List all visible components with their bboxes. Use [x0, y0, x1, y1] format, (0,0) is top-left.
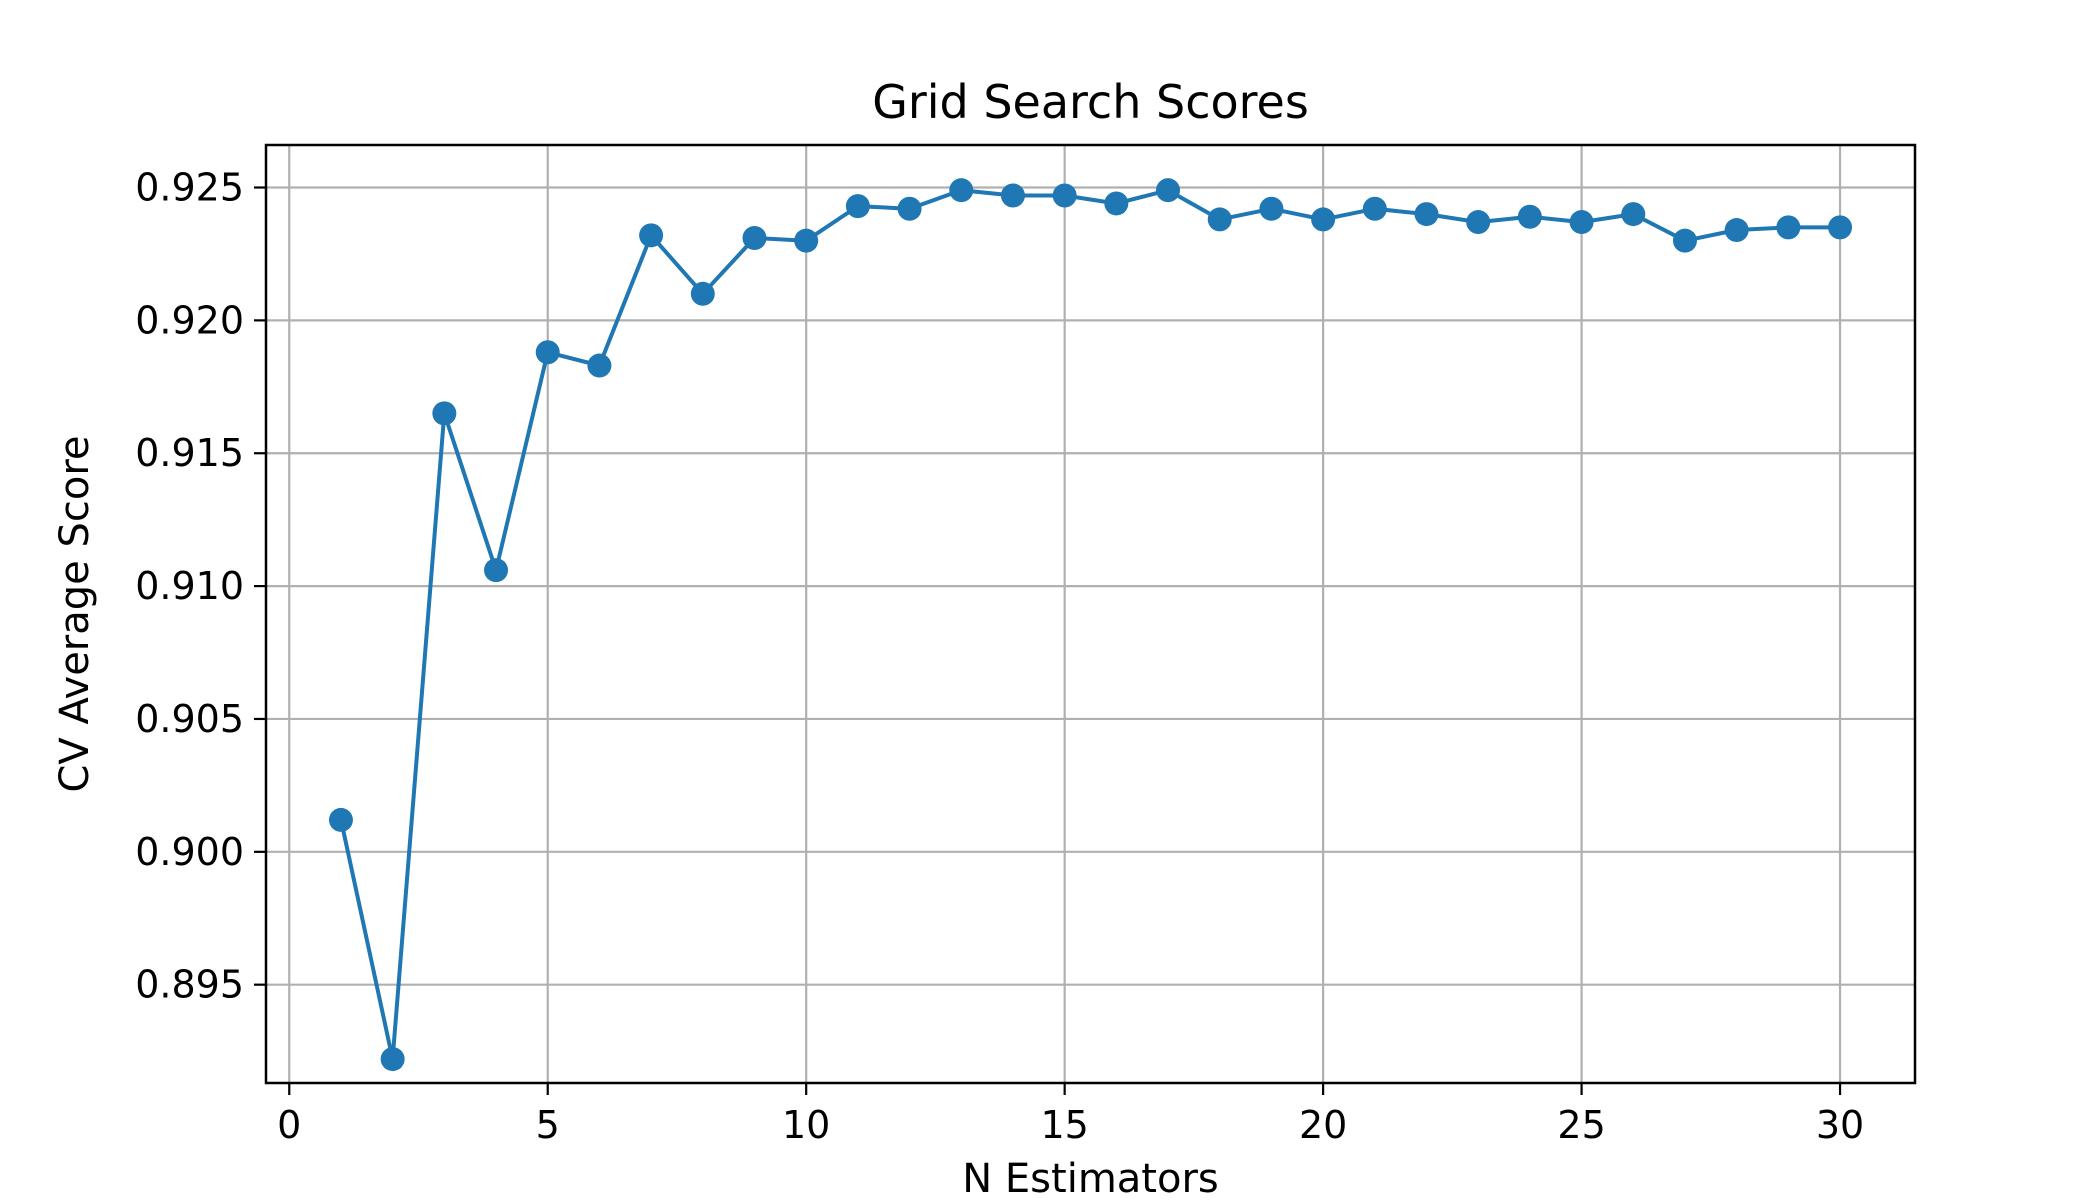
data-point	[1311, 207, 1336, 232]
grid-lines	[266, 145, 1915, 1083]
x-tick-label: 10	[782, 1103, 830, 1147]
y-tick-label: 0.900	[135, 830, 244, 874]
data-point	[380, 1047, 405, 1072]
x-tick-label: 20	[1299, 1103, 1347, 1147]
y-axis-label: CV Average Score	[52, 435, 98, 792]
data-point	[535, 340, 560, 365]
y-tick-label: 0.905	[135, 697, 244, 741]
x-tick-label: 0	[277, 1103, 301, 1147]
data-point	[1776, 215, 1801, 240]
data-point	[897, 196, 922, 221]
x-tick-label: 15	[1040, 1103, 1088, 1147]
data-point	[432, 401, 457, 426]
data-point	[587, 353, 612, 378]
y-tick-label: 0.920	[135, 298, 244, 342]
data-point	[1156, 178, 1181, 203]
data-point	[742, 226, 767, 251]
data-point	[1672, 228, 1697, 253]
data-point	[1104, 191, 1129, 216]
data-point	[1414, 202, 1439, 227]
data-point	[1828, 215, 1853, 240]
data-point	[1207, 207, 1232, 232]
x-axis-label: N Estimators	[962, 1156, 1218, 1200]
series-layer	[328, 178, 1853, 1072]
data-point	[1621, 202, 1646, 227]
y-tick-label: 0.915	[135, 431, 244, 475]
x-tick-label: 30	[1816, 1103, 1864, 1147]
data-point	[1517, 204, 1542, 229]
plot-area-frame	[264, 143, 1917, 1085]
data-point	[794, 228, 819, 253]
x-tick-label: 25	[1557, 1103, 1605, 1147]
data-point	[1000, 183, 1025, 208]
data-point	[639, 223, 664, 248]
data-point	[690, 281, 715, 306]
data-point	[328, 807, 353, 832]
data-point	[1724, 218, 1749, 243]
data-point	[484, 558, 509, 583]
axis-ticks: 0 5 10 15 20 25 30 0.895 0.900 0.905 0.910 0.915 0.9…	[135, 166, 1864, 1147]
data-point	[1466, 210, 1491, 235]
y-tick-label: 0.925	[135, 166, 244, 210]
data-point	[845, 194, 870, 219]
chart-title: Grid Search Scores	[872, 75, 1309, 129]
data-point	[949, 178, 974, 203]
y-tick-label: 0.895	[135, 963, 244, 1007]
y-tick-label: 0.910	[135, 564, 244, 608]
data-point	[1362, 196, 1387, 221]
data-point	[1052, 183, 1077, 208]
data-point	[1569, 210, 1594, 235]
data-point	[1259, 196, 1284, 221]
x-tick-label: 5	[536, 1103, 560, 1147]
